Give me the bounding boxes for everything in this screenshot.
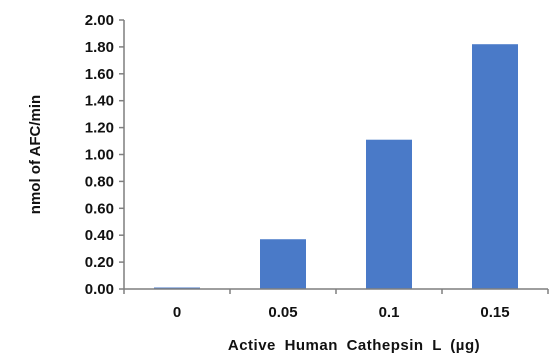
- bar-0.15: [472, 44, 518, 290]
- y-tick-label: 1.00: [85, 147, 114, 164]
- x-tick-label: 0.1: [379, 304, 400, 321]
- y-tick-label: 2.00: [85, 12, 114, 29]
- y-tick-label: 1.60: [85, 66, 114, 83]
- y-tick-label: 1.40: [85, 93, 114, 110]
- x-tick-label: 0: [173, 304, 181, 321]
- x-tick-label: 0.15: [480, 304, 509, 321]
- x-tick-label: 0.05: [268, 304, 297, 321]
- y-tick-label: 0.60: [85, 200, 114, 217]
- bar-0.05: [260, 239, 306, 289]
- x-axis-title: Active Human Cathepsin L (µg): [228, 337, 480, 354]
- y-tick-label: 1.80: [85, 39, 114, 56]
- bar-0.1: [366, 139, 412, 289]
- y-tick-label: 0.80: [85, 173, 114, 190]
- y-tick-label: 1.20: [85, 120, 114, 137]
- y-tick-label: 0.40: [85, 227, 114, 244]
- x-axis-ticks: 0 0.05 0.1 0.15: [123, 289, 549, 321]
- y-tick-label: 0.20: [85, 254, 114, 271]
- bars: [154, 44, 518, 290]
- y-tick-label: 0.00: [85, 281, 114, 298]
- y-axis-title: nmol of AFC/min: [27, 95, 44, 214]
- y-axis-ticks: 0.00 0.20 0.40 0.60 0.80 1.00 1.20 1.40 1.60 1.80…: [85, 12, 124, 298]
